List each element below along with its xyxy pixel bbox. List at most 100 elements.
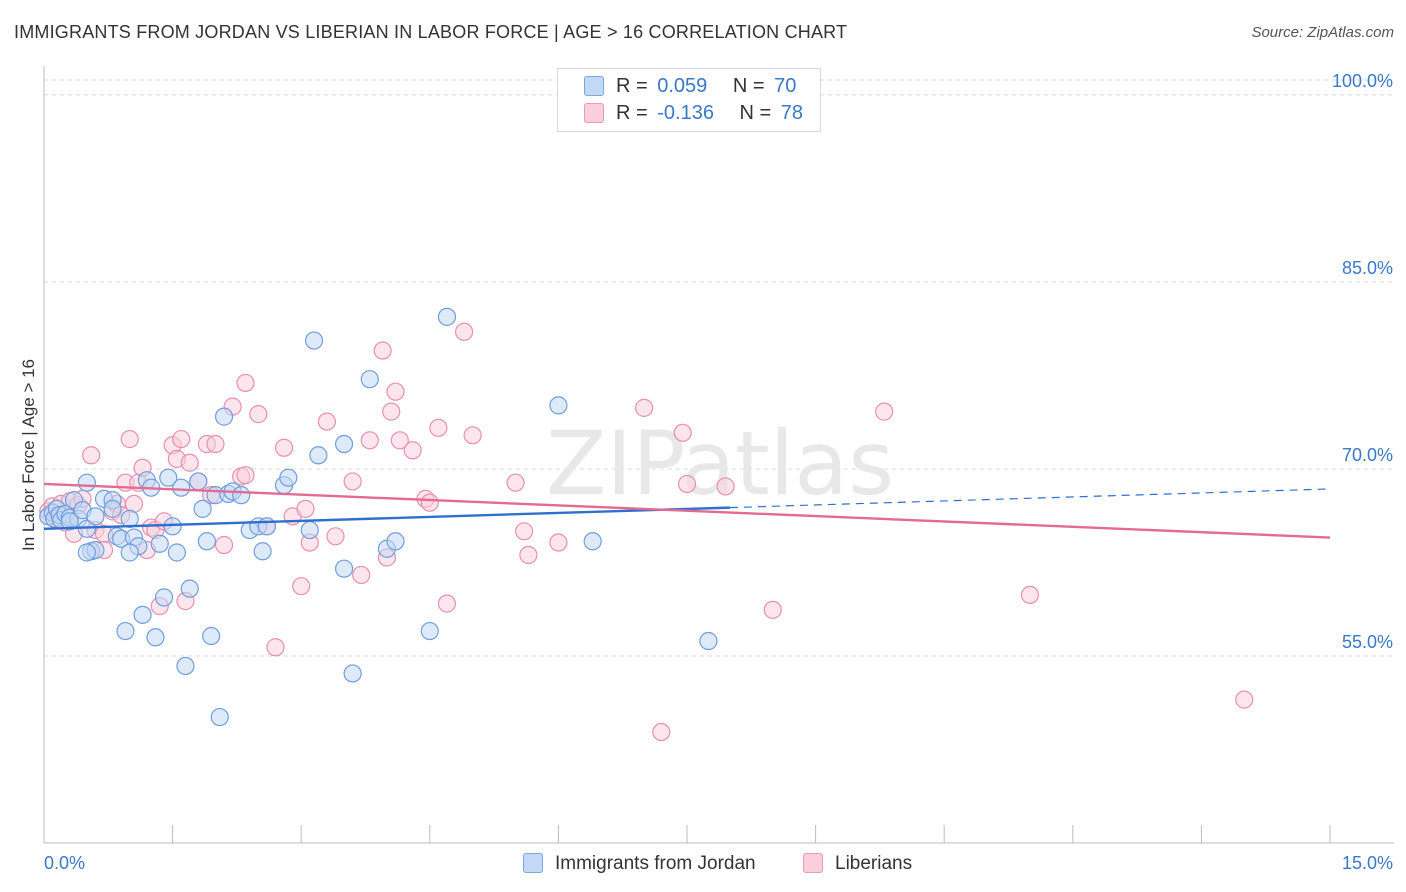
liberian-point (429, 418, 448, 437)
liberian-point (454, 322, 474, 341)
liberian-point (1020, 585, 1040, 604)
legend-n-label: N = (739, 102, 772, 124)
gridlines (44, 79, 1394, 657)
liberian-point (180, 453, 199, 472)
jordan-point (120, 543, 139, 562)
liberian-point (382, 402, 401, 421)
liberian-point (652, 722, 671, 742)
liberian-point (360, 431, 379, 450)
liberian-point (549, 533, 568, 552)
chart-title: IMMIGRANTS FROM JORDAN VS LIBERIAN IN LA… (14, 22, 848, 42)
jordan-point (583, 532, 602, 551)
liberian-point (343, 472, 362, 491)
series-swatch-blue (523, 853, 543, 873)
axes (43, 66, 1394, 844)
jordan-trend-extension (729, 488, 1331, 509)
liberian-point (236, 373, 255, 393)
x-tick-label: 15.0% (1342, 853, 1393, 873)
legend-n-value: 70 (774, 75, 797, 97)
liberian-point (420, 493, 439, 512)
legend-n-label: N = (732, 75, 765, 97)
correlation-legend: R = 0.059 N = 70 R = -0.136 N = 78 (557, 68, 821, 132)
liberian-trend-line (43, 482, 1331, 539)
jordan-point (214, 407, 234, 426)
liberian-point (352, 565, 371, 585)
liberian-point (875, 402, 894, 421)
tick-labels: 100.0% 85.0% 70.0% 55.0% 0.0% 15.0% (44, 71, 1393, 873)
liberian-point (296, 499, 315, 518)
liberian-point (519, 545, 538, 565)
liberian-point (515, 522, 534, 541)
liberian-point (673, 423, 692, 442)
liberian-point (120, 429, 139, 449)
jordan-point (343, 664, 362, 683)
liberian-point (506, 473, 525, 492)
source-credit: Source: ZipAtlas.com (1251, 24, 1394, 41)
liberian-point (292, 577, 311, 596)
jordan-point (257, 517, 277, 536)
x-tick-label: 0.0% (44, 853, 85, 873)
liberian-point (437, 594, 457, 613)
data-points (39, 307, 1254, 742)
jordan-point (189, 472, 208, 491)
trend-lines (43, 482, 1331, 539)
series-label: Immigrants from Jordan (555, 853, 756, 874)
jordan-point (386, 532, 405, 551)
jordan-point (77, 473, 96, 492)
jordan-point (180, 579, 199, 598)
jordan-point (253, 542, 272, 561)
jordan-point (86, 507, 105, 526)
y-tick-label: 85.0% (1342, 258, 1393, 278)
jordan-point (163, 517, 182, 536)
jordan-point (309, 446, 328, 465)
legend-swatch-blue (584, 76, 604, 96)
legend-n-value: 78 (780, 102, 804, 124)
jordan-point (300, 520, 319, 540)
jordan-point (193, 499, 212, 518)
liberian-point (390, 431, 409, 450)
jordan-point (167, 543, 186, 562)
legend-r-value: -0.136 (657, 102, 714, 124)
jordan-point (116, 621, 135, 641)
series-swatch-pink (803, 853, 823, 873)
liberian-point (124, 494, 144, 513)
jordan-point (420, 621, 439, 641)
liberian-point (1235, 690, 1254, 709)
jordan-point (232, 486, 251, 505)
jordan-point (150, 534, 169, 553)
jordan-point (304, 331, 324, 350)
jordan-point (279, 468, 298, 487)
y-axis-label: In Labor Force | Age > 16 (19, 359, 38, 551)
jordan-trend-line (43, 506, 730, 531)
y-tick-label: 70.0% (1342, 445, 1393, 465)
liberian-point (763, 600, 782, 619)
jordan-point (202, 626, 221, 646)
jordan-point (154, 588, 174, 607)
jordan-point (437, 307, 457, 326)
jordan-point (172, 478, 191, 497)
legend-swatch-pink (584, 103, 604, 123)
liberian-point (206, 434, 225, 454)
jordan-point (146, 628, 165, 647)
jordan-point (210, 707, 229, 727)
watermark: ZIPatlas (546, 412, 894, 515)
jordan-point (334, 434, 354, 454)
y-tick-label: 55.0% (1342, 632, 1393, 652)
liberian-point (266, 638, 285, 657)
jordan-point (699, 631, 718, 651)
jordan-point (176, 656, 195, 676)
jordan-point (133, 605, 152, 624)
jordan-point (77, 543, 96, 562)
jordan-point (60, 512, 79, 531)
liberian-point (82, 446, 101, 465)
liberian-point (716, 477, 735, 496)
liberian-point (326, 527, 345, 546)
jordan-point (360, 370, 379, 389)
liberian-point (249, 405, 268, 424)
jordan-point (334, 559, 354, 578)
liberian-point (373, 341, 392, 360)
legend-r-label: R = (616, 102, 648, 124)
y-tick-label: 100.0% (1332, 71, 1393, 91)
jordan-point (197, 532, 216, 551)
